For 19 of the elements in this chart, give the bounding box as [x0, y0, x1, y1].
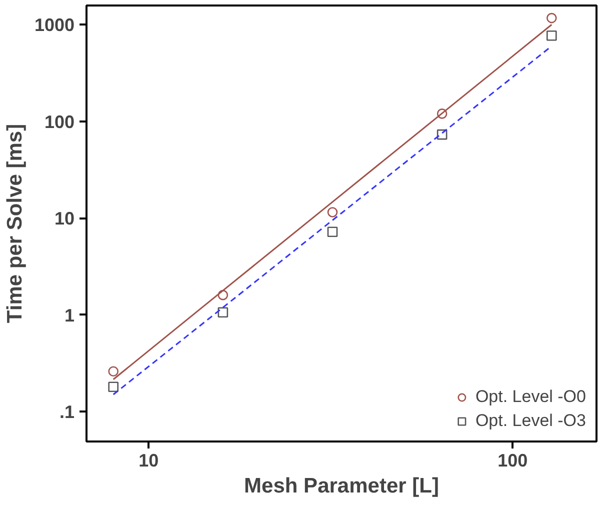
point — [218, 290, 228, 300]
y-tick-label: .1 — [59, 402, 75, 422]
point — [436, 108, 448, 119]
point — [108, 382, 119, 392]
legend-label: Opt. Level -O0 — [475, 387, 586, 407]
point — [546, 30, 557, 41]
point — [546, 12, 557, 24]
y-axis-title: Time per Solve [ms] — [3, 124, 26, 324]
y-tick-label: 1000 — [34, 15, 75, 36]
point — [218, 307, 228, 318]
x-axis-title: Mesh Parameter [L] — [244, 474, 439, 498]
point — [327, 226, 338, 238]
y-tick-label: 100 — [44, 112, 75, 132]
y-tick-label: 1 — [64, 305, 75, 326]
point — [327, 207, 338, 218]
legend-label: Opt. Level -O3 — [475, 411, 586, 431]
point — [436, 129, 448, 140]
point — [108, 366, 119, 377]
y-tick-label: 10 — [54, 208, 75, 229]
